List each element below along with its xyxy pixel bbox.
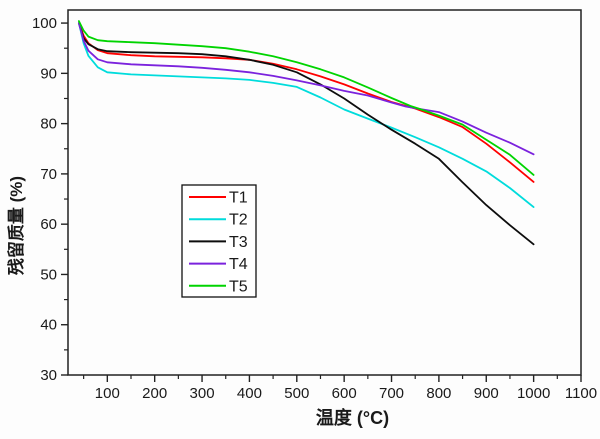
legend-entry-T3: T3 — [189, 234, 248, 251]
x-axis-tick-label: 200 — [142, 385, 167, 402]
plot-frame — [67, 9, 582, 376]
x-axis-tick-label: 800 — [426, 385, 451, 402]
x-axis-tick-label: 300 — [190, 385, 215, 402]
legend-label: T5 — [229, 278, 248, 295]
y-axis-tick-label: 60 — [40, 216, 57, 233]
x-axis-tick-label: 500 — [284, 385, 309, 402]
series-line-T1 — [78, 22, 535, 183]
series-line-T2 — [78, 22, 535, 209]
x-axis-tick-label: 100 — [95, 385, 120, 402]
legend-label: T2 — [229, 212, 248, 229]
x-axis-tick-label: 700 — [379, 385, 404, 402]
x-axis-tick-label: 900 — [474, 385, 499, 402]
legend-entry-T5: T5 — [189, 278, 248, 295]
x-axis-tick-label: 600 — [332, 385, 357, 402]
legend-entry-T2: T2 — [189, 212, 248, 229]
legend-label: T1 — [229, 190, 248, 207]
legend-label: T3 — [229, 234, 248, 251]
y-axis-tick-label: 40 — [40, 317, 57, 334]
series-line-T3 — [78, 22, 535, 246]
x-axis-title: 温度 (°C) — [316, 407, 389, 428]
y-axis-tick-label: 30 — [40, 367, 57, 384]
y-axis-tick-label: 70 — [40, 166, 57, 183]
x-axis-tick-label: 1100 — [565, 385, 597, 402]
legend-box: T1 T2 T3 T4 T5 — [181, 184, 257, 298]
y-axis-tick-label: 100 — [32, 15, 57, 32]
y-axis-tick-label: 90 — [40, 65, 57, 82]
y-axis-tick-label: 50 — [40, 266, 57, 283]
series-line-T4 — [78, 22, 535, 156]
legend-entry-T4: T4 — [189, 256, 248, 273]
legend-entry-T1: T1 — [189, 190, 248, 207]
series-line-T5 — [78, 20, 535, 176]
x-axis-tick-label: 400 — [237, 385, 262, 402]
legend-label: T4 — [229, 256, 248, 273]
y-axis-tick-label: 80 — [40, 116, 57, 133]
x-axis-tick-label: 1000 — [517, 385, 550, 402]
y-axis-title: 残留质量 (%) — [6, 176, 26, 275]
